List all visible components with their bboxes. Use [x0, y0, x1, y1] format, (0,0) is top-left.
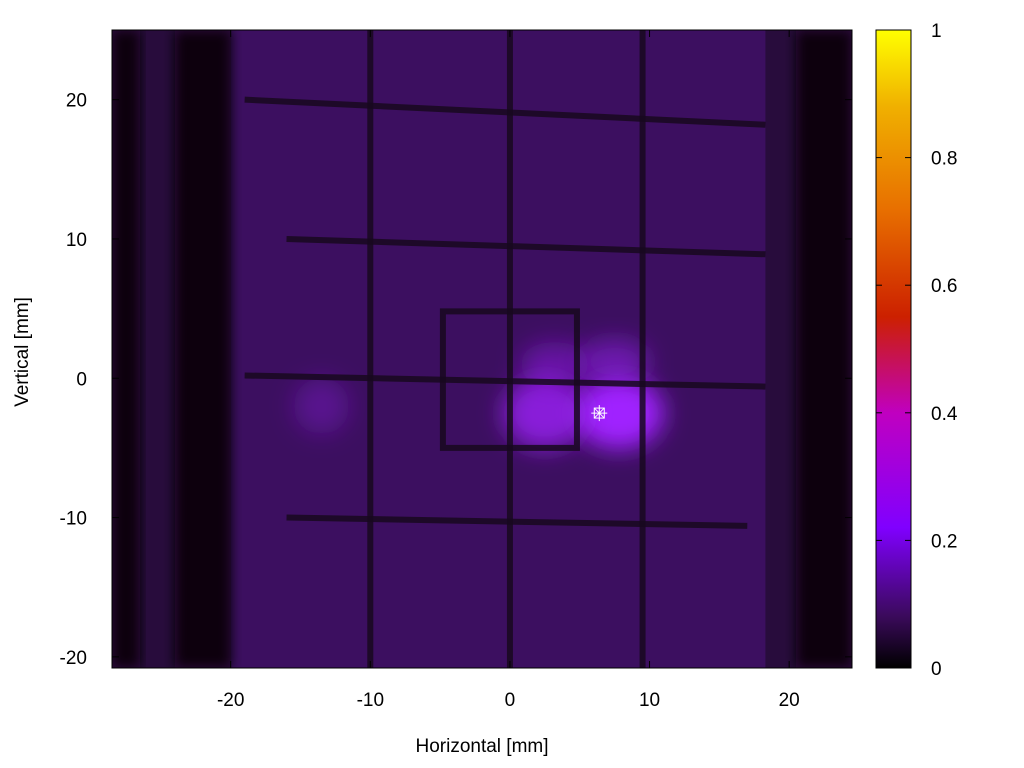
centroid-marker [591, 405, 608, 422]
colorbar-tick-label: 0.8 [931, 149, 957, 170]
illuminated-region [230, 30, 766, 668]
colorbar-tick-label: 0 [931, 659, 942, 680]
colorbar-tick-label: 0.4 [931, 404, 958, 425]
colorbar-tick-label: 0.6 [931, 276, 957, 297]
x-axis-label: Horizontal [mm] [415, 736, 548, 757]
heatmap-area [112, 30, 852, 668]
intensity-spot [502, 376, 587, 450]
x-tick-label: -20 [217, 690, 244, 711]
plot-frame [111, 29, 853, 669]
dark-band [796, 30, 852, 668]
colorbar-tick-label: 1 [931, 21, 942, 42]
y-tick-label: 0 [76, 369, 87, 390]
y-tick-label: 10 [66, 230, 87, 251]
intensity-spot [519, 342, 590, 387]
x-tick-label: -10 [357, 690, 384, 711]
grid-wire-horizontal [244, 372, 766, 390]
y-tick-label: -20 [60, 648, 87, 669]
y-tick-label: 20 [66, 91, 87, 112]
intensity-spot [293, 378, 350, 434]
colorbar-tick-label: 0.2 [931, 531, 957, 552]
grid-wire-horizontal [286, 235, 766, 258]
inner-square [439, 308, 580, 451]
dark-band [112, 30, 140, 668]
y-axis-label: Vertical [mm] [12, 297, 33, 407]
axes: -20 -10 0 10 20 -20 -10 0 10 20 [60, 30, 852, 711]
x-tick-label: 10 [639, 690, 660, 711]
intensity-spot [579, 339, 650, 384]
x-tick-label: 0 [505, 690, 516, 711]
grid-wire-horizontal [286, 514, 748, 529]
y-tick-label: -10 [60, 509, 87, 530]
x-tick-label: 20 [779, 690, 800, 711]
colorbar-axis: 0 0.2 0.4 0.6 0.8 1 [876, 21, 958, 680]
grid-wire-horizontal [244, 96, 766, 128]
intensity-spot [574, 376, 664, 450]
colorbar [875, 29, 912, 669]
dark-band [174, 30, 231, 668]
